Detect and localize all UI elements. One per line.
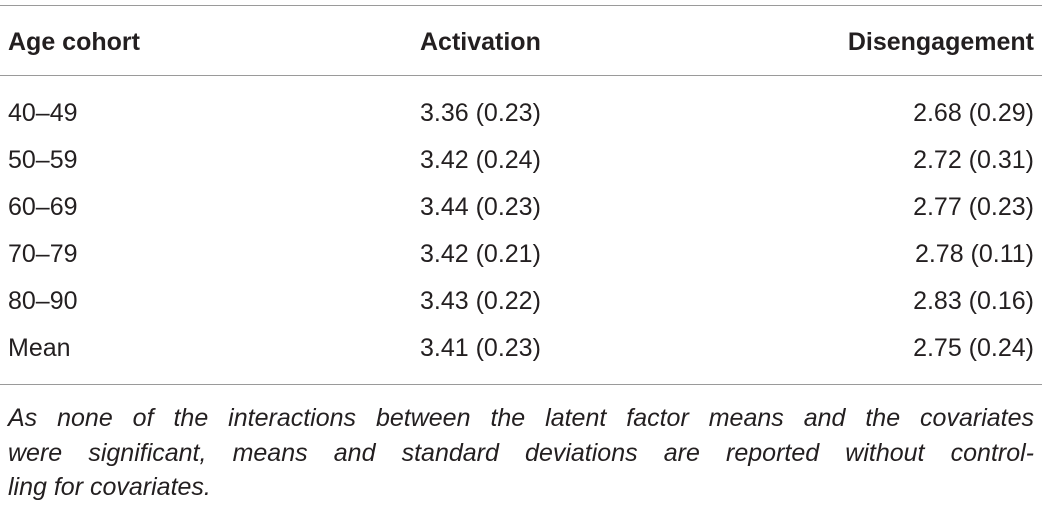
table-note: As none of the interactions between the … <box>8 404 1034 432</box>
table-note: ling for covariates. <box>8 473 211 501</box>
table-cell: 40–49 <box>8 99 78 127</box>
table-cell: 2.75 (0.24) <box>913 334 1034 362</box>
table-cell: 2.77 (0.23) <box>913 193 1034 221</box>
table-cell: 2.72 (0.31) <box>913 146 1034 174</box>
bottom-rule <box>0 384 1042 385</box>
table-cell: 3.36 (0.23) <box>420 99 541 127</box>
table-cell: 80–90 <box>8 287 78 315</box>
top-rule <box>0 5 1042 6</box>
table-cell: 2.78 (0.11) <box>914 240 1034 268</box>
table-cell: 2.83 (0.16) <box>913 287 1034 315</box>
table-cell: 3.42 (0.24) <box>420 146 541 174</box>
table-cell: 50–59 <box>8 146 78 174</box>
table-cell: 2.68 (0.29) <box>913 99 1034 127</box>
table-cell: 70–79 <box>8 240 78 268</box>
table-cell: 3.42 (0.21) <box>420 240 541 268</box>
table-cell: 60–69 <box>8 193 78 221</box>
column-header: Age cohort <box>8 28 140 56</box>
table-note: were significant, means and standard dev… <box>8 438 1034 467</box>
column-header: Activation <box>420 28 541 56</box>
table-cell: 3.41 (0.23) <box>420 334 541 362</box>
table-cell: Mean <box>8 334 71 362</box>
column-header: Disengagement <box>847 28 1034 56</box>
table-cell: 3.43 (0.22) <box>420 287 541 315</box>
header-rule <box>0 75 1042 76</box>
table-cell: 3.44 (0.23) <box>420 193 541 221</box>
